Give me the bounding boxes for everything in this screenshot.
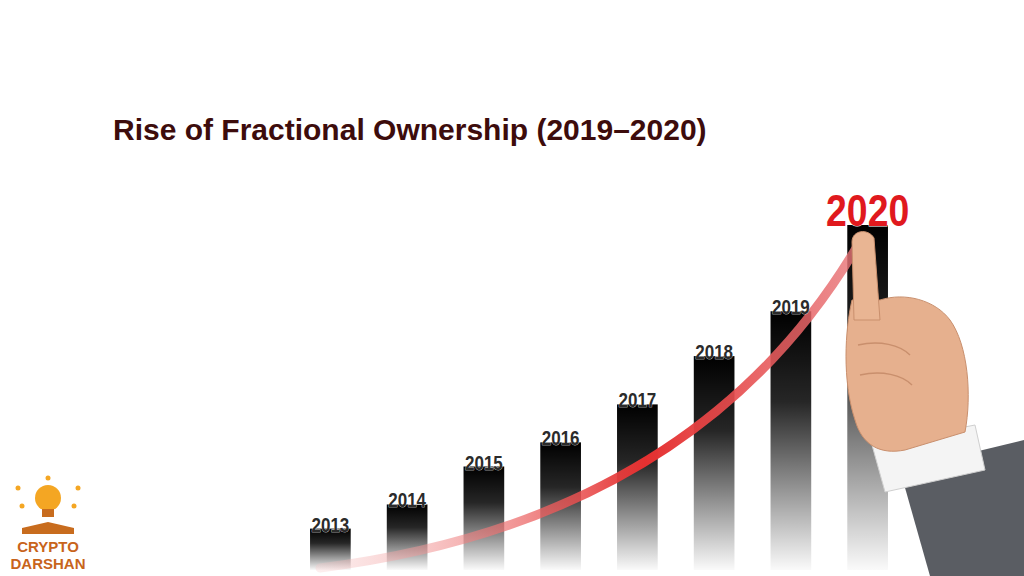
tick-label: 2018 <box>695 341 733 364</box>
trend-curve <box>320 238 862 568</box>
tick-label: 2017 <box>618 389 656 412</box>
hand-illustration <box>846 232 1024 576</box>
tick-label: 2015 <box>465 451 503 474</box>
logo-book <box>22 522 74 534</box>
bar <box>617 404 658 570</box>
tick-label: 2019 <box>772 296 810 319</box>
logo-node <box>72 504 77 509</box>
bars <box>310 225 888 570</box>
bar <box>694 356 735 570</box>
finger <box>852 232 880 320</box>
chart: Rise of Fractional Ownership (2019–2020)… <box>0 0 1024 576</box>
annotation: DARSHAN <box>11 555 86 572</box>
logo-bulb-base <box>42 509 54 517</box>
annotation: CRYPTO <box>17 538 79 555</box>
logo-bulb <box>35 485 61 511</box>
logo-node <box>16 486 21 491</box>
tick-label: 2013 <box>311 513 349 536</box>
logo-node <box>76 486 81 491</box>
logo-node <box>20 504 25 509</box>
bar <box>464 467 505 571</box>
logo: CRYPTODARSHAN <box>11 476 86 573</box>
logo-node <box>46 476 51 481</box>
title: Rise of Fractional Ownership (2019–2020) <box>113 113 707 146</box>
tick-label: 2016 <box>542 427 580 450</box>
tick-label: 2020 <box>826 186 909 236</box>
knuckle-lines <box>858 343 912 385</box>
tick-label: 2014 <box>388 489 426 512</box>
